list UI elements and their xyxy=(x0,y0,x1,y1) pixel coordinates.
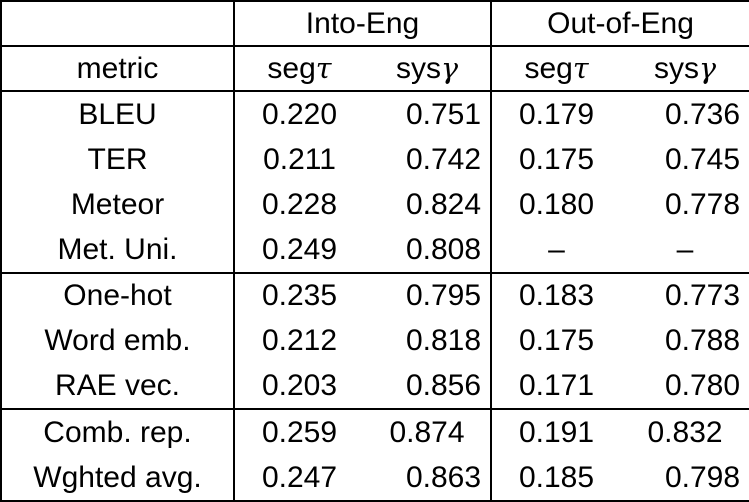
into-sys-gamma-header: sysγ xyxy=(364,46,492,92)
out-seg-value-cell: 0.180 xyxy=(490,181,622,227)
into-seg-value-cell: 0.228 xyxy=(233,181,364,227)
group-header-out-of-eng: Out-of-Eng xyxy=(490,1,749,47)
column-header-row: metric segτ sysγ segτ sysγ xyxy=(1,46,749,92)
gamma-symbol: γ xyxy=(440,52,459,85)
into-seg-value-cell: 0.235 xyxy=(233,271,364,319)
table-row: Word emb. 0.212 0.818 0.175 0.788 xyxy=(1,318,749,364)
group-header-row: Into-Eng Out-of-Eng xyxy=(1,1,749,47)
into-sys-value-cell: 0.874 xyxy=(364,408,492,456)
table-row: Met. Uni. 0.249 0.808 – – xyxy=(1,226,749,273)
into-sys-value-cell: 0.751 xyxy=(405,97,482,131)
metric-column-header: metric xyxy=(1,46,234,92)
into-seg-value-cell: 0.203 xyxy=(233,363,364,410)
out-sys-dash-cell: – xyxy=(676,232,694,266)
gamma-symbol: γ xyxy=(699,52,717,85)
out-sys-value-cell: 0.798 xyxy=(664,461,741,495)
table-row: One-hot 0.235 0.795 0.183 0.773 xyxy=(1,271,749,319)
sys-label: sys xyxy=(395,52,441,85)
corner-empty-cell xyxy=(1,1,234,47)
into-sys-value-cell: 0.808 xyxy=(405,232,482,266)
into-sys-value-cell: 0.742 xyxy=(405,142,482,176)
into-seg-value-cell: 0.247 xyxy=(233,455,364,501)
into-sys-value-cell: 0.824 xyxy=(405,187,482,221)
metric-name-cell: RAE vec. xyxy=(54,369,181,403)
into-sys-value-cell: 0.795 xyxy=(364,271,492,319)
out-seg-value-cell: 0.185 xyxy=(490,455,622,501)
tau-symbol: τ xyxy=(315,52,332,85)
table-row: BLEU 0.220 0.751 0.179 0.736 xyxy=(1,91,749,137)
table-row: Meteor 0.228 0.824 0.180 0.778 xyxy=(1,181,749,227)
metric-name-cell: BLEU xyxy=(78,97,157,131)
seg-label: seg xyxy=(524,52,573,85)
out-seg-value-cell: 0.191 xyxy=(490,408,622,456)
table-row: Comb. rep. 0.259 0.874 0.191 0.832 xyxy=(1,408,749,456)
out-sys-value-cell: 0.780 xyxy=(664,369,741,403)
into-seg-value-cell: 0.259 xyxy=(233,408,364,456)
out-seg-value-cell: 0.175 xyxy=(490,318,622,364)
table-row: Wghted avg. 0.247 0.863 0.185 0.798 xyxy=(1,455,749,501)
into-seg-value-cell: 0.211 xyxy=(233,136,364,182)
metric-name-cell: TER xyxy=(87,142,148,176)
into-seg-tau-header: segτ xyxy=(233,46,364,92)
into-seg-value-cell: 0.212 xyxy=(233,318,364,364)
out-seg-value-cell: 0.183 xyxy=(490,271,622,319)
out-sys-value-cell: 0.832 xyxy=(621,408,749,456)
into-sys-value-cell: 0.856 xyxy=(405,369,482,403)
out-seg-value-cell: 0.171 xyxy=(490,363,622,410)
metric-name-cell: Word emb. xyxy=(44,324,191,358)
metric-name-cell: Met. Uni. xyxy=(57,232,178,266)
into-seg-value-cell: 0.249 xyxy=(233,226,364,273)
into-seg-value-cell: 0.220 xyxy=(233,91,364,137)
out-sys-value-cell: 0.778 xyxy=(664,187,741,221)
out-sys-value-cell: 0.773 xyxy=(621,271,749,319)
metric-name-cell: Comb. rep. xyxy=(1,408,234,456)
table-row: RAE vec. 0.203 0.856 0.171 0.780 xyxy=(1,363,749,410)
seg-label: seg xyxy=(267,52,316,85)
out-seg-dash-cell: – xyxy=(490,226,622,273)
metric-name-cell: Meteor xyxy=(70,187,165,221)
out-sys-value-cell: 0.736 xyxy=(664,97,741,131)
table-row: TER 0.211 0.742 0.175 0.745 xyxy=(1,136,749,182)
sys-label: sys xyxy=(654,52,699,85)
out-sys-gamma-header: sysγ xyxy=(621,46,749,92)
group-header-into-eng: Into-Eng xyxy=(232,1,492,47)
out-sys-value-cell: 0.788 xyxy=(664,324,741,358)
out-seg-value-cell: 0.175 xyxy=(490,136,622,182)
out-seg-tau-header: segτ xyxy=(490,46,622,92)
into-sys-value-cell: 0.818 xyxy=(405,324,482,358)
out-sys-value-cell: 0.745 xyxy=(664,142,741,176)
out-seg-value-cell: 0.179 xyxy=(490,91,622,137)
metric-name-cell: Wghted avg. xyxy=(33,461,202,495)
into-sys-value-cell: 0.863 xyxy=(405,461,482,495)
tau-symbol: τ xyxy=(572,52,589,85)
metric-name-cell: One-hot xyxy=(1,271,234,319)
